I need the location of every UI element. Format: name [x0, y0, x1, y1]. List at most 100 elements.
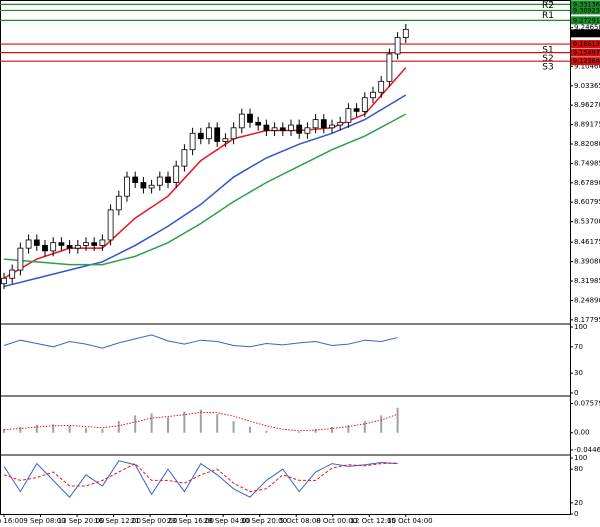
pivot-name: S2: [542, 54, 553, 64]
price-box: [571, 29, 600, 38]
y-tick-label: 9.24650: [574, 24, 600, 32]
x-tick-label: 9 Sep 08:00: [23, 517, 65, 525]
candle-body: [17, 247, 24, 271]
x-tick-label: 30 Sep 20:00: [240, 517, 287, 525]
candle-body: [173, 165, 180, 183]
y-tick-label: 30: [574, 369, 583, 377]
candle-body: [312, 119, 319, 129]
y-tick-label: 70: [574, 343, 583, 351]
x-tick-label: ep 16:00: [0, 517, 24, 525]
candle-body: [402, 28, 409, 38]
candle-body: [296, 124, 303, 134]
price-box: [571, 40, 600, 49]
candle-body: [25, 239, 32, 249]
candle-body: [353, 108, 360, 112]
pivot-price: 9.15497: [573, 49, 600, 57]
indicator-line: [3, 462, 398, 493]
indicator-line: [3, 334, 398, 349]
candle-body: [197, 132, 204, 140]
price-box: [571, 6, 600, 15]
y-tick-label: 9.10460: [574, 62, 600, 70]
pivot-name: S1: [542, 46, 553, 56]
candle-body: [214, 127, 221, 142]
candle-body: [189, 132, 196, 151]
current-price: 9.22548: [573, 29, 600, 37]
y-tick-label: 8.24890: [574, 296, 600, 304]
x-tick-label: 15 Oct 04:00: [387, 517, 433, 525]
candle-body: [337, 121, 344, 126]
pivot-price: 9.18613: [573, 40, 600, 48]
y-tick-label: 8.82080: [574, 140, 600, 148]
candle-body: [255, 121, 262, 126]
pivot-price: 9.30923: [573, 6, 600, 14]
frame: [0, 0, 571, 515]
candle-body: [99, 239, 106, 246]
x-tick-label: 12 Oct 12:00: [350, 517, 396, 525]
signal-line: [3, 411, 398, 432]
candle-body: [271, 127, 278, 131]
y-tick-label: 8.46175: [574, 238, 600, 246]
candle-body: [304, 127, 311, 134]
x-tick-label: 23 Sep 16:00: [167, 517, 214, 525]
candle-body: [222, 138, 229, 142]
candle-body: [107, 209, 114, 241]
price-box: [571, 0, 600, 9]
candle-body: [1, 277, 7, 285]
pivot-name: R3: [542, 0, 554, 5]
candle-body: [156, 176, 163, 186]
candle-body: [33, 239, 40, 246]
y-tick-label: 0.00: [574, 429, 590, 437]
y-tick-label: 8.67890: [574, 179, 600, 187]
moving-average: [3, 113, 407, 266]
candle-body: [386, 53, 393, 82]
x-tick-label: 13 Sep 20:00: [58, 517, 105, 525]
candle-body: [74, 245, 81, 249]
y-tick-label: 9.03365: [574, 82, 600, 90]
pivot-name: R2: [542, 1, 554, 11]
pivot-price: 9.27291: [573, 16, 600, 24]
y-tick-label: 100: [574, 323, 587, 331]
y-tick-label: 8.17795: [574, 316, 600, 324]
x-tick-label: 28 Sep 04:00: [204, 517, 251, 525]
candle-body: [345, 108, 352, 123]
candle-body: [42, 245, 48, 252]
y-tick-label: 8.89175: [574, 121, 600, 129]
y-tick-label: -0.044661: [574, 446, 600, 454]
candle-body: [230, 127, 237, 140]
moving-average: [3, 67, 407, 279]
candle-body: [91, 242, 98, 246]
price-box: [571, 48, 600, 57]
candle-body: [83, 242, 89, 246]
candle-body: [247, 113, 253, 123]
candle-body: [115, 195, 122, 211]
y-tick-label: 8.31985: [574, 277, 600, 285]
y-tick-label: 8.60795: [574, 198, 600, 206]
y-tick-label: 0.075795: [574, 400, 600, 408]
y-tick-label: 20: [574, 499, 583, 507]
x-tick-label: 8 Oct 00:00: [316, 517, 357, 525]
candle-body: [361, 97, 368, 112]
candle-body: [320, 119, 327, 129]
candle-body: [238, 113, 245, 129]
candle-body: [279, 127, 286, 131]
y-tick-label: 8.74985: [574, 159, 600, 167]
y-tick-label: 80: [574, 465, 583, 473]
price-box: [571, 16, 600, 25]
pivot-price: 9.33136: [573, 0, 600, 8]
candle-body: [181, 149, 188, 167]
candle-body: [370, 91, 376, 99]
y-tick-label: 8.96270: [574, 101, 600, 109]
candle-body: [206, 127, 212, 140]
candle-body: [329, 124, 335, 129]
y-tick-label: 0: [574, 510, 578, 518]
pivot-name: R1: [542, 11, 554, 21]
y-tick-label: 0: [574, 389, 578, 397]
candle-body: [9, 269, 16, 279]
candle-body: [263, 124, 270, 131]
candle-body: [132, 176, 139, 183]
y-tick-label: 8.53700: [574, 218, 600, 226]
y-tick-label: 8.39080: [574, 258, 600, 266]
y-tick-label: 100: [574, 454, 587, 462]
x-tick-label: 16 Sep 12:00: [94, 517, 141, 525]
